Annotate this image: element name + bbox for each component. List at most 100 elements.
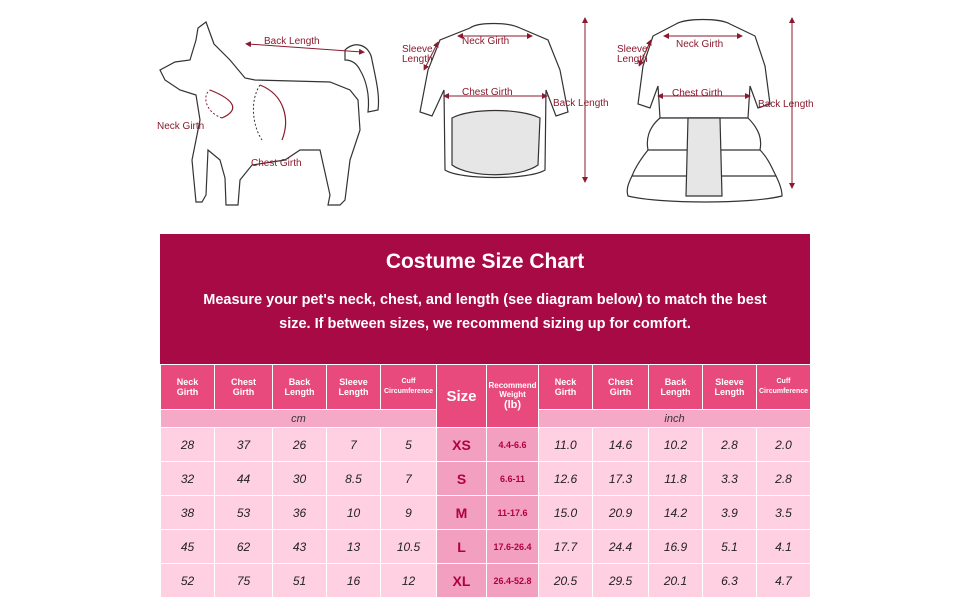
inch-value-cell: 4.7	[756, 563, 811, 598]
size-cell: XS	[436, 427, 487, 462]
cm-value-cell: 10	[326, 495, 381, 530]
inch-value-cell: 4.1	[756, 529, 811, 564]
dog-neck-girth-label: Neck Girth	[157, 121, 204, 132]
inch-value-cell: 6.3	[702, 563, 757, 598]
size-cell: S	[436, 461, 487, 496]
cm-value-cell: 36	[272, 495, 327, 530]
inch-value-cell: 5.1	[702, 529, 757, 564]
table-row: 52 75 51 16 12 XL 26.4-52.8 20.5 29.5 20.1 6.3 4.7	[160, 563, 811, 598]
dress-neck-girth-label: Neck Girth	[676, 39, 723, 50]
dog-tail	[344, 44, 380, 113]
inch-value-cell: 3.3	[702, 461, 757, 496]
shirt-belly-panel	[451, 109, 541, 176]
weight-cell: 26.4-52.8	[486, 563, 539, 598]
dress-center-panel	[685, 117, 723, 197]
cm-value-cell: 16	[326, 563, 381, 598]
dog-outline	[159, 21, 361, 206]
cm-value-cell: 13	[326, 529, 381, 564]
inch-value-cell: 24.4	[592, 529, 649, 564]
weight-cell: 17.6-26.4	[486, 529, 539, 564]
inch-value-cell: 14.6	[592, 427, 649, 462]
inch-value-cell: 14.2	[648, 495, 703, 530]
inch-value-cell: 11.8	[648, 461, 703, 496]
inch-value-cell: 20.1	[648, 563, 703, 598]
cm-value-cell: 32	[160, 461, 215, 496]
header-size: Size	[436, 364, 487, 428]
cm-value-cell: 51	[272, 563, 327, 598]
cm-value-cell: 26	[272, 427, 327, 462]
table-row: 45 62 43 13 10.5 L 17.6-26.4 17.7 24.4 16.9 5.1 4.1	[160, 529, 811, 564]
header-cm-sleeve: Sleeve Length	[326, 364, 381, 410]
shirt-diagram	[419, 22, 569, 179]
cm-value-cell: 45	[160, 529, 215, 564]
header-row: Neck Girth Chest Girth Back Length Sleeve Le…	[160, 364, 811, 428]
header-cm-neck: Neck Girth	[160, 364, 215, 410]
inch-value-cell: 2.8	[702, 427, 757, 462]
header-inch-neck: Neck Girth	[538, 364, 593, 410]
size-chart-banner: Costume Size Chart Measure your pet's ne…	[160, 234, 810, 364]
inch-value-cell: 20.9	[592, 495, 649, 530]
shirt-chest-girth-label: Chest Girth	[462, 87, 513, 98]
measurement-diagrams: Back Length Neck Girth Chest Girth Neck …	[0, 0, 970, 232]
unit-inch: inch	[538, 409, 811, 428]
inch-value-cell: 17.3	[592, 461, 649, 496]
weight-cell: 6.6-11	[486, 461, 539, 496]
dress-sleeve-label: Sleeve	[617, 44, 648, 55]
inch-value-cell: 11.0	[538, 427, 593, 462]
dog-chest-girth-label: Chest Girth	[251, 158, 302, 169]
inch-value-cell: 16.9	[648, 529, 703, 564]
header-inch-chest: Chest Girth	[592, 364, 649, 410]
size-cell: M	[436, 495, 487, 530]
cm-value-cell: 37	[214, 427, 273, 462]
cm-value-cell: 62	[214, 529, 273, 564]
inch-value-cell: 29.5	[592, 563, 649, 598]
inch-value-cell: 15.0	[538, 495, 593, 530]
inch-value-cell: 3.9	[702, 495, 757, 530]
inch-value-cell: 3.5	[756, 495, 811, 530]
cm-value-cell: 7	[326, 427, 381, 462]
weight-cell: 11-17.6	[486, 495, 539, 530]
dress-chest-girth-label: Chest Girth	[672, 88, 723, 99]
table-row: 32 44 30 8.5 7 S 6.6-11 12.6 17.3 11.8 3.3 2.8	[160, 461, 811, 496]
dress-length-label: Length	[617, 54, 648, 65]
dress-back-length-label: Back Length	[758, 99, 814, 110]
cm-value-cell: 43	[272, 529, 327, 564]
size-table: Neck Girth Chest Girth Back Length Sleeve Le…	[160, 364, 811, 598]
cm-value-cell: 30	[272, 461, 327, 496]
cm-value-cell: 53	[214, 495, 273, 530]
cm-value-cell: 10.5	[380, 529, 437, 564]
size-cell: L	[436, 529, 487, 564]
dress-bodice	[637, 18, 771, 119]
cm-value-cell: 8.5	[326, 461, 381, 496]
header-cm-cuff: Cuff Circumference	[380, 364, 437, 410]
header-cm-back: Back Length	[272, 364, 327, 410]
cm-value-cell: 75	[214, 563, 273, 598]
shirt-length-label: Length	[402, 54, 433, 65]
banner-title: Costume Size Chart	[385, 250, 585, 273]
unit-cm: cm	[160, 409, 437, 428]
cm-value-cell: 9	[380, 495, 437, 530]
cm-value-cell: 12	[380, 563, 437, 598]
inch-value-cell: 2.0	[756, 427, 811, 462]
header-cm-chest: Chest Girth	[214, 364, 273, 410]
inch-value-cell: 17.7	[538, 529, 593, 564]
size-cell: XL	[436, 563, 487, 598]
cm-value-cell: 38	[160, 495, 215, 530]
cm-value-cell: 7	[380, 461, 437, 496]
header-weight: Recommend Weight (lb)	[486, 364, 539, 428]
cm-value-cell: 28	[160, 427, 215, 462]
table-row: 28 37 26 7 5 XS 4.4-6.6 11.0 14.6 10.2 2.8 2.0	[160, 427, 811, 462]
header-inch-sleeve: Sleeve Length	[702, 364, 757, 410]
inch-value-cell: 12.6	[538, 461, 593, 496]
inch-value-cell: 2.8	[756, 461, 811, 496]
cm-value-cell: 5	[380, 427, 437, 462]
shirt-sleeve-label: Sleeve	[402, 44, 433, 55]
header-inch-cuff: Cuff Circumference	[756, 364, 811, 410]
header-inch-back: Back Length	[648, 364, 703, 410]
weight-cell: 4.4-6.6	[486, 427, 539, 462]
inch-value-cell: 20.5	[538, 563, 593, 598]
shirt-back-length-label: Back Length	[553, 98, 609, 109]
table-row: 38 53 36 10 9 M 11-17.6 15.0 20.9 14.2 3.9 3.5	[160, 495, 811, 530]
dog-back-length-label: Back Length	[264, 36, 320, 47]
cm-value-cell: 52	[160, 563, 215, 598]
